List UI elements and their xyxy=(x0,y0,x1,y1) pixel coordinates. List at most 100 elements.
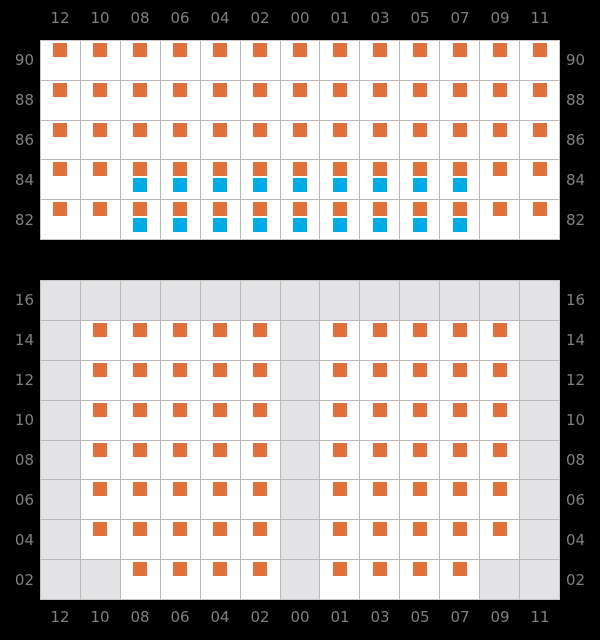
heatmap-cell[interactable] xyxy=(400,520,440,560)
heatmap-cell[interactable] xyxy=(400,80,440,120)
heatmap-cell[interactable] xyxy=(400,360,440,400)
heatmap-cell[interactable] xyxy=(320,560,360,599)
heatmap-cell[interactable] xyxy=(280,400,320,440)
heatmap-cell[interactable] xyxy=(280,160,320,200)
heatmap-cell[interactable] xyxy=(280,360,320,400)
heatmap-cell[interactable] xyxy=(400,440,440,480)
heatmap-cell[interactable] xyxy=(520,520,559,560)
heatmap-cell[interactable] xyxy=(360,440,400,480)
heatmap-cell[interactable] xyxy=(520,560,559,599)
heatmap-cell[interactable] xyxy=(360,281,400,320)
heatmap-cell[interactable] xyxy=(480,360,520,400)
heatmap-cell[interactable] xyxy=(160,281,200,320)
heatmap-cell[interactable] xyxy=(480,41,520,80)
heatmap-cell[interactable] xyxy=(41,480,80,520)
heatmap-cell[interactable] xyxy=(160,560,200,599)
heatmap-cell[interactable] xyxy=(200,320,240,360)
heatmap-cell[interactable] xyxy=(280,80,320,120)
heatmap-cell[interactable] xyxy=(320,281,360,320)
heatmap-cell[interactable] xyxy=(320,440,360,480)
heatmap-cell[interactable] xyxy=(520,400,559,440)
heatmap-cell[interactable] xyxy=(440,200,480,239)
heatmap-cell[interactable] xyxy=(400,400,440,440)
heatmap-cell[interactable] xyxy=(41,281,80,320)
heatmap-cell[interactable] xyxy=(280,480,320,520)
heatmap-cell[interactable] xyxy=(240,400,280,440)
heatmap-cell[interactable] xyxy=(480,80,520,120)
heatmap-cell[interactable] xyxy=(160,80,200,120)
heatmap-cell[interactable] xyxy=(440,120,480,160)
heatmap-cell[interactable] xyxy=(440,80,480,120)
heatmap-cell[interactable] xyxy=(80,400,120,440)
heatmap-cell[interactable] xyxy=(120,200,160,239)
heatmap-cell[interactable] xyxy=(480,520,520,560)
heatmap-cell[interactable] xyxy=(280,320,320,360)
heatmap-cell[interactable] xyxy=(160,520,200,560)
heatmap-cell[interactable] xyxy=(80,320,120,360)
heatmap-cell[interactable] xyxy=(520,120,559,160)
heatmap-cell[interactable] xyxy=(360,400,400,440)
heatmap-cell[interactable] xyxy=(280,520,320,560)
heatmap-cell[interactable] xyxy=(160,41,200,80)
heatmap-cell[interactable] xyxy=(360,360,400,400)
heatmap-cell[interactable] xyxy=(80,281,120,320)
heatmap-cell[interactable] xyxy=(480,120,520,160)
heatmap-cell[interactable] xyxy=(120,480,160,520)
heatmap-cell[interactable] xyxy=(41,440,80,480)
heatmap-cell[interactable] xyxy=(320,360,360,400)
heatmap-cell[interactable] xyxy=(240,120,280,160)
heatmap-cell[interactable] xyxy=(80,480,120,520)
heatmap-cell[interactable] xyxy=(440,400,480,440)
heatmap-cell[interactable] xyxy=(320,320,360,360)
heatmap-cell[interactable] xyxy=(120,320,160,360)
heatmap-cell[interactable] xyxy=(80,41,120,80)
heatmap-cell[interactable] xyxy=(400,320,440,360)
heatmap-cell[interactable] xyxy=(240,320,280,360)
heatmap-cell[interactable] xyxy=(200,80,240,120)
heatmap-cell[interactable] xyxy=(400,160,440,200)
heatmap-cell[interactable] xyxy=(400,200,440,239)
heatmap-cell[interactable] xyxy=(80,200,120,239)
heatmap-cell[interactable] xyxy=(200,200,240,239)
heatmap-cell[interactable] xyxy=(120,120,160,160)
heatmap-cell[interactable] xyxy=(80,160,120,200)
heatmap-cell[interactable] xyxy=(320,520,360,560)
heatmap-cell[interactable] xyxy=(120,160,160,200)
heatmap-cell[interactable] xyxy=(280,560,320,599)
heatmap-cell[interactable] xyxy=(240,80,280,120)
heatmap-cell[interactable] xyxy=(41,41,80,80)
heatmap-cell[interactable] xyxy=(480,320,520,360)
heatmap-cell[interactable] xyxy=(400,480,440,520)
heatmap-cell[interactable] xyxy=(400,41,440,80)
heatmap-cell[interactable] xyxy=(120,440,160,480)
heatmap-cell[interactable] xyxy=(80,360,120,400)
heatmap-cell[interactable] xyxy=(200,520,240,560)
heatmap-cell[interactable] xyxy=(480,200,520,239)
heatmap-cell[interactable] xyxy=(200,281,240,320)
heatmap-cell[interactable] xyxy=(400,120,440,160)
heatmap-cell[interactable] xyxy=(400,560,440,599)
heatmap-cell[interactable] xyxy=(280,120,320,160)
heatmap-cell[interactable] xyxy=(160,360,200,400)
heatmap-cell[interactable] xyxy=(240,200,280,239)
heatmap-cell[interactable] xyxy=(520,480,559,520)
heatmap-cell[interactable] xyxy=(120,41,160,80)
heatmap-cell[interactable] xyxy=(41,200,80,239)
heatmap-cell[interactable] xyxy=(240,560,280,599)
heatmap-cell[interactable] xyxy=(240,160,280,200)
heatmap-cell[interactable] xyxy=(320,400,360,440)
heatmap-cell[interactable] xyxy=(80,520,120,560)
heatmap-cell[interactable] xyxy=(320,120,360,160)
heatmap-cell[interactable] xyxy=(360,41,400,80)
heatmap-cell[interactable] xyxy=(160,440,200,480)
heatmap-cell[interactable] xyxy=(160,400,200,440)
heatmap-cell[interactable] xyxy=(160,320,200,360)
heatmap-cell[interactable] xyxy=(520,281,559,320)
heatmap-cell[interactable] xyxy=(41,80,80,120)
heatmap-cell[interactable] xyxy=(440,41,480,80)
heatmap-cell[interactable] xyxy=(200,480,240,520)
heatmap-cell[interactable] xyxy=(440,440,480,480)
heatmap-cell[interactable] xyxy=(360,320,400,360)
heatmap-cell[interactable] xyxy=(200,400,240,440)
heatmap-cell[interactable] xyxy=(120,520,160,560)
